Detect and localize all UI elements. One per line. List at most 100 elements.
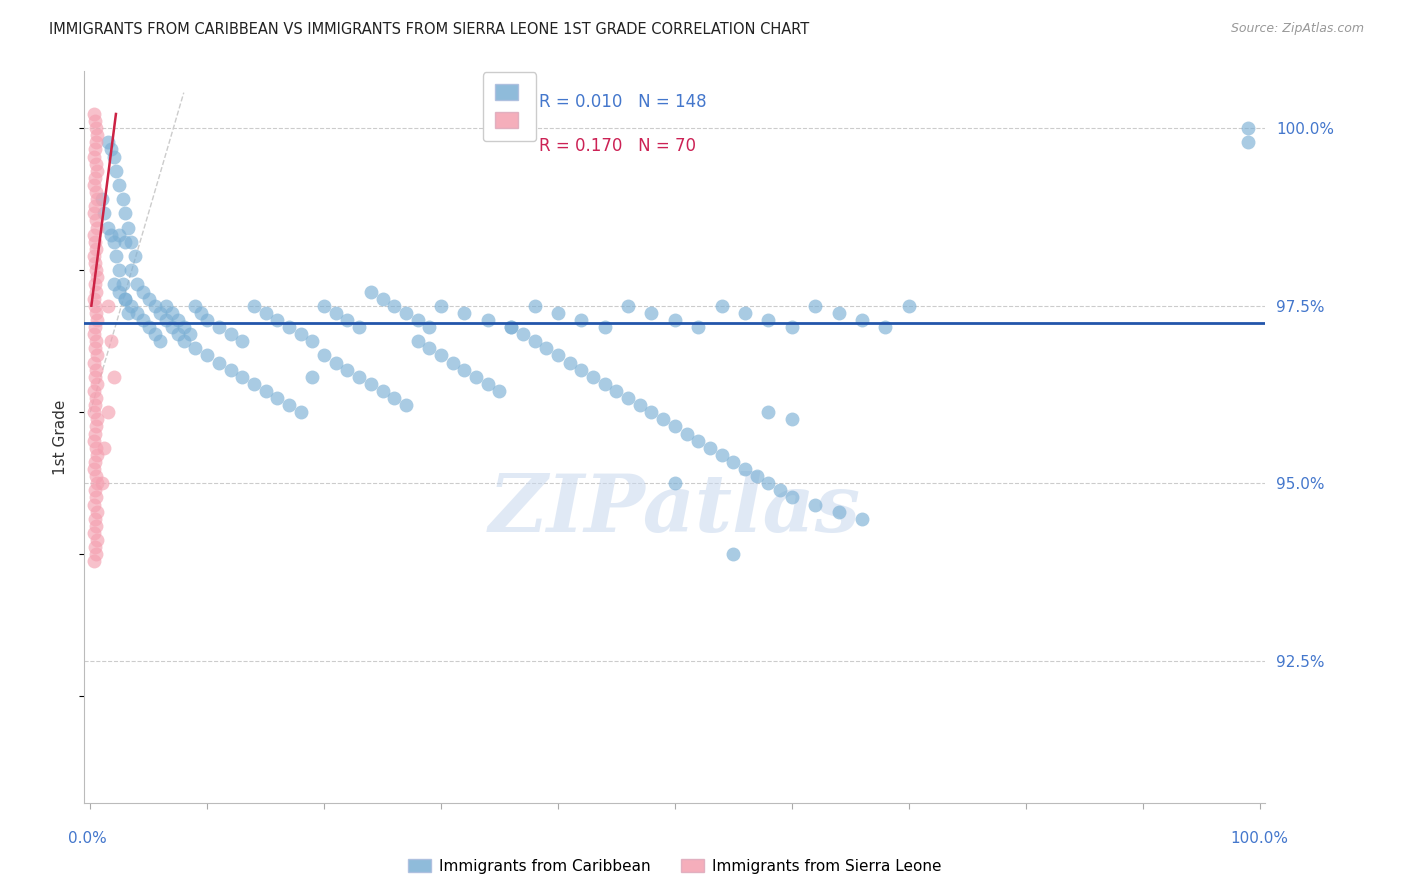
Point <box>382 299 405 313</box>
Point <box>160 320 183 334</box>
Point <box>501 320 523 334</box>
Point <box>84 285 107 299</box>
Point <box>523 334 546 349</box>
Point <box>83 235 105 249</box>
Point <box>103 150 125 164</box>
Point <box>97 220 120 235</box>
Point <box>143 327 166 342</box>
Point <box>325 306 347 320</box>
Point <box>336 362 359 376</box>
Point <box>83 299 105 313</box>
Point <box>406 313 429 327</box>
Point <box>254 306 277 320</box>
Point <box>83 199 105 213</box>
Point <box>83 384 105 398</box>
Point <box>243 376 266 391</box>
Point <box>804 299 827 313</box>
Point <box>501 320 523 334</box>
Point <box>90 476 112 491</box>
Point <box>84 491 107 505</box>
Point <box>710 299 733 313</box>
Point <box>120 299 142 313</box>
Point <box>111 277 134 292</box>
Point <box>745 469 768 483</box>
Point <box>117 306 139 320</box>
Point <box>160 306 183 320</box>
Point <box>1237 136 1260 150</box>
Point <box>851 313 873 327</box>
Legend: Immigrants from Caribbean, Immigrants from Sierra Leone: Immigrants from Caribbean, Immigrants fr… <box>402 853 948 880</box>
Point <box>83 462 105 476</box>
Point <box>86 533 108 547</box>
Point <box>617 299 640 313</box>
Point <box>104 163 127 178</box>
Point <box>477 376 499 391</box>
Point <box>312 348 335 362</box>
Point <box>208 320 231 334</box>
Point <box>86 163 108 178</box>
Point <box>173 334 195 349</box>
Point <box>804 498 827 512</box>
Point <box>114 206 136 220</box>
Point <box>155 313 177 327</box>
Point <box>83 369 105 384</box>
Point <box>382 391 405 405</box>
Point <box>155 299 177 313</box>
Point <box>266 391 288 405</box>
Point <box>86 448 108 462</box>
Point <box>120 263 142 277</box>
Point <box>138 320 160 334</box>
Point <box>758 476 780 491</box>
Point <box>100 334 122 349</box>
Point <box>111 192 134 206</box>
Point <box>84 213 107 227</box>
Point <box>488 384 510 398</box>
Point <box>593 320 616 334</box>
Point <box>138 292 160 306</box>
Point <box>430 348 453 362</box>
Point <box>86 505 108 519</box>
Point <box>84 306 107 320</box>
Point <box>780 412 803 426</box>
Point <box>108 263 131 277</box>
Point <box>86 270 108 285</box>
Point <box>523 299 546 313</box>
Point <box>117 220 139 235</box>
Point <box>547 348 569 362</box>
Point <box>395 398 418 412</box>
Point <box>290 405 312 419</box>
Point <box>827 505 849 519</box>
Point <box>84 156 107 170</box>
Point <box>100 227 122 242</box>
Point <box>347 320 370 334</box>
Text: 0.0%: 0.0% <box>67 831 107 846</box>
Point <box>83 327 105 342</box>
Point <box>628 398 651 412</box>
Point <box>769 483 792 498</box>
Point <box>605 384 627 398</box>
Point <box>84 547 107 561</box>
Point <box>569 362 592 376</box>
Point <box>547 306 569 320</box>
Point <box>93 441 115 455</box>
Point <box>84 519 107 533</box>
Point <box>312 299 335 313</box>
Point <box>83 525 105 540</box>
Point <box>114 292 136 306</box>
Point <box>734 306 756 320</box>
Legend: , : , <box>482 72 536 141</box>
Point <box>710 448 733 462</box>
Point <box>512 327 534 342</box>
Point <box>652 412 675 426</box>
Point <box>114 235 136 249</box>
Point <box>418 341 440 355</box>
Point <box>430 299 453 313</box>
Point <box>465 369 488 384</box>
Point <box>83 320 105 334</box>
Point <box>219 327 242 342</box>
Point <box>179 327 201 342</box>
Point <box>664 419 686 434</box>
Point <box>84 391 107 405</box>
Point <box>664 476 686 491</box>
Point <box>84 441 107 455</box>
